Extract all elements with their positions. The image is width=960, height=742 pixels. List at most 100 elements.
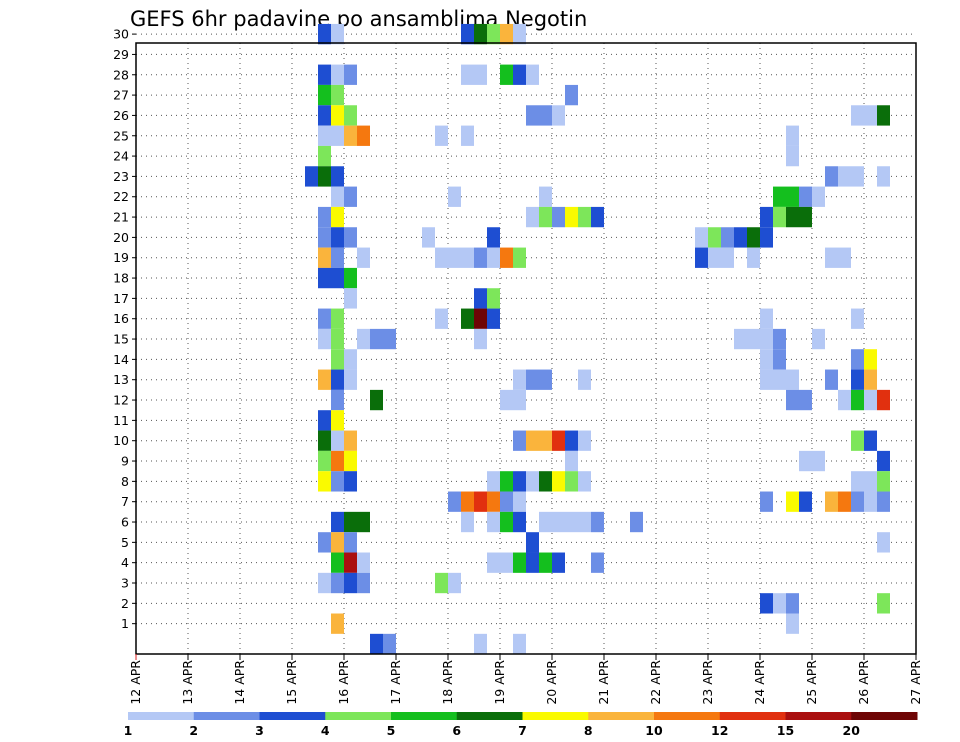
precip-cell <box>318 125 331 146</box>
x-axis-ticks: 12 APR 13 APR 14 APR 15 APR 16 APR 17 APR 18 A… <box>128 654 923 705</box>
precip-cell <box>877 532 890 553</box>
y-tick-label: 29 <box>113 47 129 62</box>
precip-cell <box>760 206 773 228</box>
x-tick-label: 16 APR <box>336 660 351 705</box>
precip-cell <box>851 349 864 370</box>
precip-cell <box>734 227 747 248</box>
precip-cell <box>539 369 552 390</box>
precip-cell <box>799 186 812 207</box>
precip-cell <box>838 491 851 512</box>
y-tick-label: 20 <box>113 230 129 245</box>
precip-cell <box>331 552 344 573</box>
precip-cell <box>461 511 474 533</box>
precip-cell <box>851 166 864 187</box>
precip-cell <box>851 308 864 329</box>
y-tick-label: 12 <box>113 393 129 408</box>
precip-cell <box>318 166 331 187</box>
precip-cell <box>539 186 552 207</box>
precip-cell <box>500 64 513 85</box>
colorbar: 1 2 3 4 5 6 7 8 10 12 15 20 <box>124 712 918 738</box>
precip-cell <box>318 430 331 451</box>
y-tick-label: 23 <box>113 169 129 184</box>
y-tick-label: 25 <box>113 128 129 143</box>
precip-cell <box>578 206 591 228</box>
precip-cell <box>773 328 786 350</box>
precip-cell <box>448 247 461 268</box>
precip-cell <box>799 450 812 472</box>
precip-cell <box>760 328 773 350</box>
precip-cell <box>747 227 760 248</box>
precip-cell <box>461 125 474 146</box>
precip-cell <box>526 552 539 573</box>
precip-cell <box>578 369 591 390</box>
precip-cell <box>825 166 838 187</box>
precip-cell <box>331 369 344 390</box>
precip-cell <box>500 471 513 492</box>
precip-cell <box>448 491 461 512</box>
precip-cell <box>318 308 331 329</box>
precip-cell <box>747 247 760 268</box>
precip-cell <box>513 511 526 533</box>
precip-cell <box>786 186 799 207</box>
precip-cell <box>331 227 344 248</box>
precip-cell <box>539 105 552 126</box>
colorbar-swatch <box>522 712 589 720</box>
precip-cell <box>786 145 799 167</box>
precip-cell <box>344 227 357 248</box>
precip-cell <box>331 532 344 553</box>
colorbar-label: 8 <box>584 723 593 738</box>
precip-cell <box>513 491 526 512</box>
precip-cell <box>786 491 799 512</box>
colorbar-swatch <box>851 712 918 720</box>
precip-cell <box>864 491 877 512</box>
precip-cell <box>487 552 500 573</box>
precip-cell <box>344 369 357 390</box>
precip-cell <box>357 247 370 268</box>
precip-cell <box>851 389 864 411</box>
precip-cell <box>357 125 370 146</box>
precip-cell <box>513 369 526 390</box>
precip-cell <box>500 247 513 268</box>
precip-cell <box>318 105 331 126</box>
y-tick-label: 24 <box>113 149 129 164</box>
precip-cell <box>331 84 344 106</box>
precip-cell <box>513 64 526 85</box>
precip-cell <box>877 471 890 492</box>
y-tick-label: 1 <box>121 616 129 631</box>
precip-cell <box>526 532 539 553</box>
precip-cell <box>513 552 526 573</box>
precip-cell <box>357 572 370 594</box>
precip-cell <box>318 23 331 45</box>
colorbar-swatch <box>391 712 458 720</box>
precip-cell <box>331 64 344 85</box>
y-tick-label: 15 <box>113 332 129 347</box>
y-tick-label: 4 <box>121 555 129 570</box>
y-tick-label: 14 <box>113 352 129 367</box>
precip-cell <box>331 349 344 370</box>
precip-cell <box>357 328 370 350</box>
precip-cell <box>851 105 864 126</box>
x-tick-label: 23 APR <box>700 660 715 705</box>
precip-cell <box>513 247 526 268</box>
precip-cell <box>487 491 500 512</box>
precip-cell <box>838 389 851 411</box>
precip-cell <box>331 328 344 350</box>
precip-cell <box>487 23 500 45</box>
x-tick-label: 27 APR <box>908 660 923 705</box>
x-tick-label: 21 APR <box>596 660 611 705</box>
x-tick-label: 17 APR <box>388 660 403 705</box>
precip-cell <box>357 552 370 573</box>
precip-cell <box>474 308 487 329</box>
precip-cell <box>318 145 331 167</box>
precip-cell <box>773 349 786 370</box>
precip-cell <box>773 206 786 228</box>
precip-cell <box>760 369 773 390</box>
x-tick-label: 25 APR <box>804 660 819 705</box>
precip-cell <box>331 613 344 634</box>
colorbar-swatch <box>128 712 195 720</box>
colorbar-label: 3 <box>255 723 264 738</box>
precip-cell <box>487 288 500 309</box>
y-tick-label: 9 <box>121 454 129 469</box>
precip-cell <box>786 369 799 390</box>
precip-cell <box>552 430 565 451</box>
